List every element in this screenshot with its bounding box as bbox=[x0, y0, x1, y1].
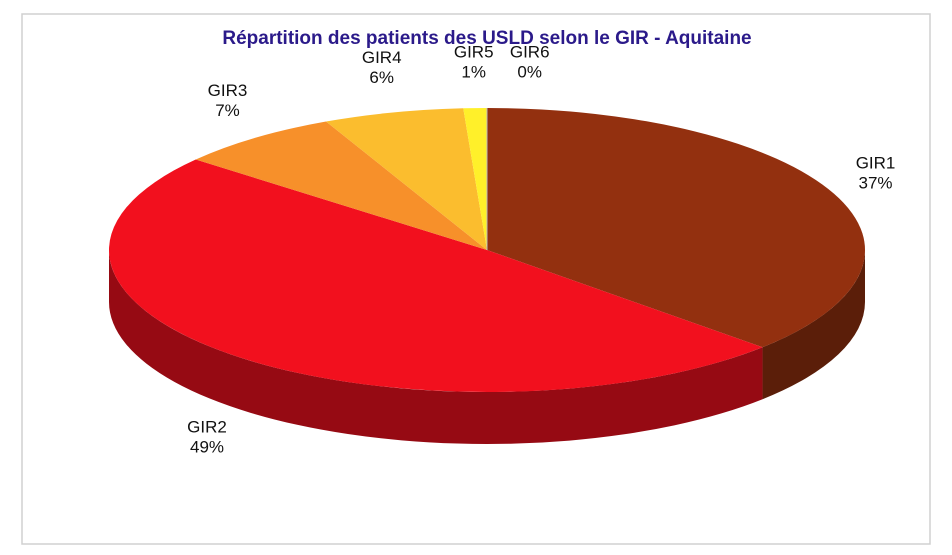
category-label: GIR5 bbox=[454, 42, 494, 61]
slice bbox=[195, 121, 488, 250]
value-label: 1% bbox=[461, 62, 486, 81]
category-label: GIR6 bbox=[510, 42, 550, 61]
data-label: GIR2 49% bbox=[187, 417, 227, 456]
data-label: GIR5 1% bbox=[454, 42, 494, 81]
data-label: GIR6 0% bbox=[510, 42, 550, 81]
data-label: GIR3 7% bbox=[208, 81, 248, 120]
slice bbox=[463, 108, 487, 250]
category-label: GIR2 bbox=[187, 417, 227, 436]
data-label: GIR1 37% bbox=[856, 154, 896, 193]
slice-side bbox=[762, 250, 865, 400]
slice bbox=[487, 108, 865, 348]
category-label: GIR3 bbox=[208, 81, 248, 100]
value-label: 7% bbox=[215, 101, 240, 120]
category-label: GIR1 bbox=[856, 154, 896, 173]
category-label: GIR4 bbox=[362, 48, 402, 67]
value-label: 49% bbox=[190, 437, 224, 456]
value-label: 0% bbox=[517, 62, 542, 81]
chart-title: Répartition des patients des USLD selon … bbox=[222, 28, 751, 49]
slice bbox=[326, 108, 487, 250]
slice bbox=[109, 159, 763, 392]
value-label: 6% bbox=[369, 68, 394, 87]
data-label: GIR4 6% bbox=[362, 48, 402, 87]
value-label: 37% bbox=[859, 174, 893, 193]
slice-side bbox=[109, 250, 763, 445]
